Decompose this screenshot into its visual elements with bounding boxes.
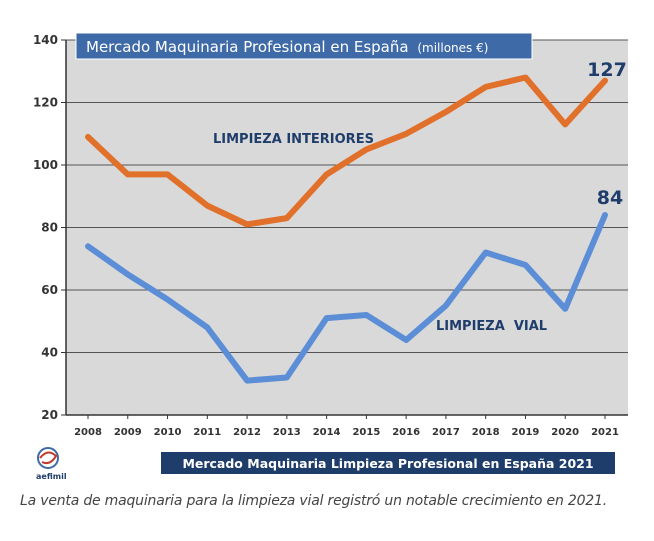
x-tick-label: 2014: [313, 427, 341, 438]
x-tick-label: 2018: [472, 427, 500, 438]
x-tick-label: 2015: [352, 427, 380, 438]
logo-swirl-icon: [39, 451, 58, 465]
footer-banner: [161, 452, 615, 474]
chart-title-box: [75, 32, 533, 60]
series-lines: [85, 74, 608, 384]
series-line-vial: [85, 212, 608, 384]
x-tick-labels: 2008 2009 2010 2011 2012 2013 2014 2015 2016 2017…: [74, 415, 619, 438]
x-tick-label: 2019: [512, 427, 540, 438]
y-tick-label: 80: [41, 221, 58, 235]
y-tick-label: 20: [41, 408, 58, 422]
x-tick-label: 2020: [551, 427, 579, 438]
x-tick-label: 2021: [591, 427, 619, 438]
series-line-interiores: [85, 74, 608, 228]
chart-title-unit: (millones €): [417, 41, 488, 55]
x-tick-label: 2016: [392, 427, 420, 438]
end-value-label-vial: 84: [597, 187, 623, 209]
y-tick-label: 40: [41, 346, 58, 360]
chart-title-main: Mercado Maquinaria Profesional en España: [86, 38, 409, 56]
end-value-label-interiores: 127: [587, 59, 627, 81]
y-tick-label: 140: [33, 33, 58, 47]
x-tick-label: 2009: [114, 427, 142, 438]
x-tick-label: 2008: [74, 427, 102, 438]
y-tick-label: 100: [33, 158, 58, 172]
chart-title: Mercado Maquinaria Profesional en España…: [86, 38, 488, 56]
image-caption: La venta de maquinaria para la limpieza …: [20, 493, 607, 509]
aefimil-logo: aefimil: [36, 447, 67, 481]
series-label-vial: LIMPIEZA VIAL: [436, 319, 547, 334]
logo-text: aefimil: [36, 472, 67, 481]
y-tick-labels: 20 40 60 80 100 120 140: [33, 33, 66, 422]
y-tick-label: 120: [33, 96, 58, 110]
footer-banner-text: Mercado Maquinaria Limpieza Profesional …: [182, 456, 593, 471]
series-label-interiores: LIMPIEZA INTERIORES: [213, 132, 374, 147]
x-tick-label: 2013: [273, 427, 301, 438]
x-tick-label: 2011: [193, 427, 221, 438]
y-tick-label: 60: [41, 283, 58, 297]
x-tick-label: 2010: [154, 427, 182, 438]
x-tick-label: 2017: [432, 427, 460, 438]
x-tick-label: 2012: [233, 427, 261, 438]
